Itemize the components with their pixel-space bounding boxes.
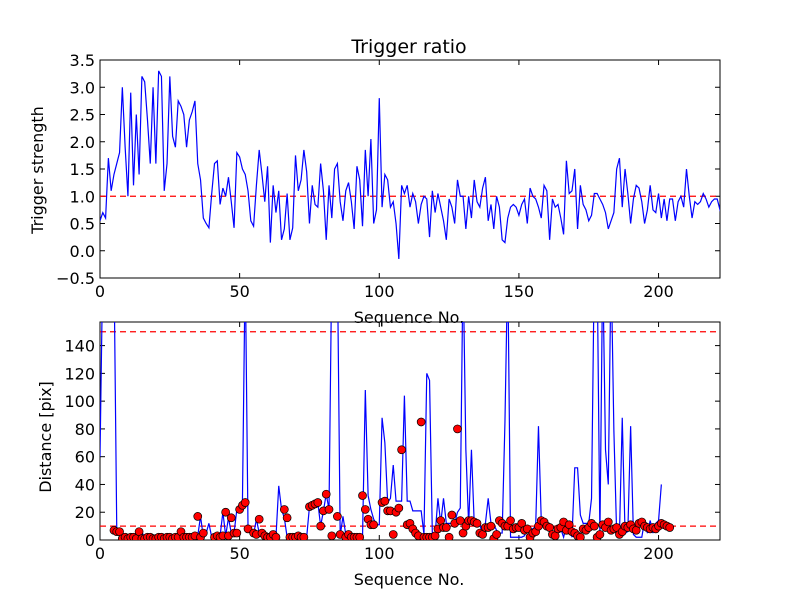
y-tick-label: 0.0: [70, 242, 95, 261]
data-point: [397, 445, 406, 455]
data-point: [358, 491, 367, 500]
y-axis-label: Distance [pix]: [36, 381, 55, 493]
x-tick-label: 0: [95, 282, 105, 301]
y-tick-label: 80: [75, 420, 95, 439]
y-tick-label: 1.5: [70, 160, 95, 179]
y-tick-label: 1.0: [70, 187, 95, 206]
data-point: [492, 530, 501, 539]
x-tick-label: 50: [229, 544, 249, 563]
data-point: [282, 513, 292, 523]
x-tick-label: 200: [643, 282, 674, 301]
data-point: [355, 532, 365, 540]
data-point: [388, 530, 398, 539]
data-point: [369, 520, 379, 530]
series-line: [100, 322, 662, 540]
data-point: [595, 530, 605, 539]
y-tick-label: 120: [64, 364, 95, 383]
x-tick-label: 150: [504, 544, 535, 563]
plot-area: 0 50 100 150 200 0 20 40 60 80 100 120 140: [64, 321, 721, 563]
data-point: [221, 507, 231, 517]
y-axis-label: Trigger strength: [28, 106, 47, 235]
data-point: [665, 523, 675, 532]
data-point: [321, 489, 331, 499]
data-point: [254, 514, 264, 524]
y-tick-label: 0: [85, 531, 95, 550]
data-point: [198, 528, 208, 538]
series-line: [100, 70, 720, 259]
x-axis-label: Sequence No.: [354, 570, 465, 589]
y-tick-label: 2.5: [70, 106, 95, 125]
y-tick-label: −0.5: [56, 269, 95, 288]
data-point: [313, 498, 323, 507]
chart-distance: 0 50 100 150 200 0 20 40 60 80 100 120 140 Sequence …: [36, 321, 721, 589]
data-point: [576, 532, 585, 540]
y-tick-label: 100: [64, 392, 95, 411]
data-point: [486, 521, 496, 531]
y-tick-label: 60: [75, 448, 95, 467]
plot-area: 0 50 100 150 200 −0.5 0.0 0.5 1.0 1.5 2.0 2.5 3.0 3.5: [56, 51, 721, 301]
data-point: [316, 521, 325, 531]
data-point: [327, 531, 337, 540]
axes-frame: [99, 59, 721, 279]
data-point: [603, 517, 613, 527]
data-point: [271, 532, 281, 540]
x-tick-label: 100: [364, 282, 395, 301]
data-point: [441, 523, 451, 532]
y-tick-label: 3.5: [70, 51, 95, 70]
data-point: [240, 498, 250, 507]
data-point: [279, 505, 289, 514]
x-tick-label: 50: [229, 282, 249, 301]
x-tick-label: 200: [643, 544, 674, 563]
data-point: [394, 503, 404, 513]
data-point: [416, 417, 426, 427]
data-point: [324, 505, 334, 514]
x-tick-label: 100: [364, 544, 395, 563]
data-point: [380, 496, 390, 506]
x-tick-label: 0: [95, 544, 105, 563]
data-point: [333, 512, 342, 521]
data-point: [453, 424, 462, 434]
y-tick-label: 3.0: [70, 78, 95, 97]
data-point: [472, 518, 482, 528]
data-point: [193, 512, 203, 521]
data-point: [232, 528, 242, 538]
data-point: [360, 505, 370, 514]
data-point: [589, 521, 599, 531]
chart-trigger-ratio: Trigger ratio 0 50 100 150 200 −0.5 0.0 0.5 1.0 1…: [28, 36, 721, 327]
data-point: [455, 516, 465, 525]
y-tick-label: 140: [64, 337, 95, 356]
y-tick-label: 0.5: [70, 215, 95, 234]
x-axis-label: Sequence No.: [354, 308, 465, 327]
data-point: [226, 513, 236, 523]
x-tick-label: 150: [504, 282, 535, 301]
y-tick-label: 2.0: [70, 133, 95, 152]
chart-title: Trigger ratio: [350, 36, 466, 58]
y-tick-label: 20: [75, 503, 95, 522]
data-point: [447, 510, 457, 520]
data-point: [444, 532, 454, 540]
axes-frame: [99, 321, 721, 541]
data-point: [299, 532, 309, 540]
data-point: [506, 516, 515, 525]
y-tick-label: 40: [75, 475, 95, 494]
